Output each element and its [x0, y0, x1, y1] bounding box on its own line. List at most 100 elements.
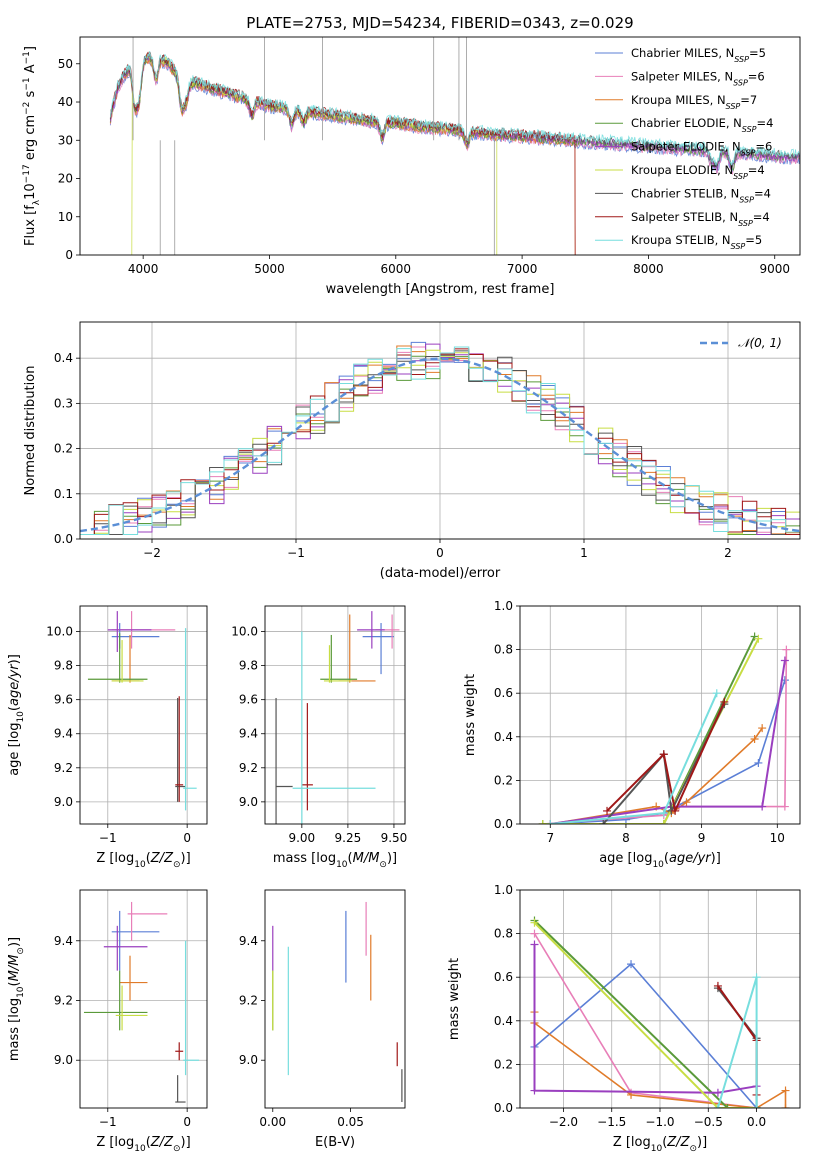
weight-line-kroupa-stelib	[550, 692, 718, 824]
y-tick-label: 0.8	[494, 643, 513, 657]
x-tick-label: 9000	[759, 262, 790, 276]
y-tick-label: 0.8	[494, 927, 513, 941]
x-axis-label: mass [log10(M/M⊙)]	[273, 851, 397, 870]
metallicity-massweight-panel: −2.0 −1.5 −1.0 −0.5 0.0 0.0 0.2 0.4 0.6 0.8 1.0 Z […	[447, 883, 801, 1154]
spectrum-line-salpeter-stelib	[109, 51, 576, 255]
weight-marker	[659, 820, 668, 824]
weight-marker	[752, 1104, 761, 1108]
y-tick-label: 0.4	[494, 730, 513, 744]
y-tick-label: 20	[58, 172, 73, 186]
weight-line-salpeter-elodie	[550, 660, 786, 824]
legend-label: Salpeter MILES, NSSP=6	[631, 69, 765, 87]
y-tick-label: 0.2	[494, 1057, 513, 1071]
x-tick-label: −1	[99, 1115, 117, 1129]
x-tick-label: 0.05	[337, 1115, 364, 1129]
weight-marker	[530, 929, 539, 938]
y-axis-label: mass [log10(M/M⊙)]	[7, 937, 26, 1061]
plot-area	[275, 611, 400, 824]
weight-marker	[723, 1104, 732, 1108]
weight-marker	[627, 960, 636, 969]
x-axis-label: wavelength [Angstrom, rest frame]	[326, 282, 555, 297]
weight-marker	[754, 634, 763, 643]
x-tick-label: 5000	[254, 262, 285, 276]
y-tick-label: 9.2	[54, 993, 73, 1007]
axes-frame	[264, 605, 406, 825]
y-axis-label: Flux [fλ10−17 erg cm−2 s−1 A−1]	[22, 46, 42, 246]
plot-area	[80, 341, 800, 539]
x-tick-label: −2.0	[549, 1115, 578, 1129]
x-tick-label: 7	[546, 831, 554, 845]
histogram-kroupa-stelib	[80, 346, 800, 539]
legend-label: Chabrier STELIB, NSSP=4	[631, 186, 771, 204]
spectrum-line-kroupa-elodie	[131, 53, 498, 255]
x-tick-label: 8000	[633, 262, 664, 276]
mass-age-panel: 9.00 9.25 9.50 9.0 9.2 9.4 9.6 9.8 10.0 mass [log…	[231, 605, 408, 870]
y-tick-label: 9.2	[239, 993, 258, 1007]
x-tick-label: 9.25	[335, 831, 362, 845]
y-tick-label: 0.2	[494, 773, 513, 787]
y-tick-label: 50	[58, 57, 73, 71]
y-axis-label: mass weight	[463, 674, 478, 756]
weight-marker	[712, 689, 721, 698]
y-tick-label: 9.0	[54, 795, 73, 809]
age-massweight-panel: 7 8 9 10 0.0 0.2 0.4 0.6 0.8 1.0 age [log10(age/yr…	[463, 599, 801, 870]
weight-line-kroupa-elodie	[542, 638, 760, 824]
y-axis-label: mass weight	[447, 958, 462, 1040]
x-axis-label: age [log10(age/yr)]	[599, 851, 721, 870]
weight-marker	[603, 806, 612, 815]
y-tick-label: 0.0	[54, 532, 73, 546]
x-tick-label: 2	[724, 546, 732, 560]
weight-marker	[782, 645, 791, 654]
weight-marker	[754, 758, 763, 767]
plot-area	[109, 37, 800, 255]
metallicity-age-panel: −1 0 9.0 9.2 9.4 9.6 9.8 10.0 Z [log10(Z/Z⊙)] age…	[7, 605, 208, 870]
weight-marker	[682, 798, 691, 807]
weight-line-salpeter-stelib	[606, 701, 726, 815]
y-tick-label: 0.6	[494, 970, 513, 984]
weight-marker	[713, 981, 722, 990]
x-tick-label: 0.00	[259, 1115, 286, 1129]
weight-line-kroupa-miles	[550, 727, 763, 824]
axes-frame	[79, 36, 801, 256]
normal-curve	[80, 357, 800, 533]
spectrum-panel: 4000 5000 6000 7000 8000 9000 0 10 20 30 40 50 wavel…	[22, 36, 801, 297]
x-tick-label: 9	[698, 831, 706, 845]
x-tick-label: 8	[622, 831, 630, 845]
y-tick-label: 0.0	[494, 1101, 513, 1115]
legend-label: Chabrier ELODIE, NSSP=4	[631, 116, 773, 134]
axes-frame	[264, 889, 406, 1109]
weight-marker	[546, 820, 555, 824]
legend-label: 𝒩(0, 1)	[738, 336, 782, 350]
y-tick-label: 9.4	[239, 934, 258, 948]
x-tick-label: 9.00	[288, 831, 315, 845]
x-tick-label: 7000	[507, 262, 538, 276]
legend-label: Kroupa STELIB, NSSP=5	[631, 233, 762, 251]
y-tick-label: 1.0	[494, 883, 513, 897]
y-tick-label: 10.0	[231, 625, 258, 639]
weight-marker	[659, 750, 668, 759]
y-tick-label: 0.6	[494, 686, 513, 700]
legend-label: Kroupa MILES, NSSP=7	[631, 93, 757, 111]
weight-marker	[530, 1086, 539, 1095]
x-tick-label: 6000	[381, 262, 412, 276]
weight-marker	[750, 734, 759, 743]
y-tick-label: 9.8	[239, 659, 258, 673]
y-tick-label: 30	[58, 133, 73, 147]
x-tick-label: −1.0	[645, 1115, 674, 1129]
weight-marker	[530, 918, 539, 927]
weight-marker	[781, 1086, 790, 1095]
weight-marker	[659, 809, 668, 818]
figure-title: PLATE=2753, MJD=54234, FIBERID=0343, z=0…	[246, 14, 633, 32]
x-axis-label: Z [log10(Z/Z⊙)]	[613, 1135, 707, 1154]
y-tick-label: 9.6	[239, 693, 258, 707]
legend-label: Salpeter STELIB, NSSP=4	[631, 210, 770, 228]
x-tick-label: −0.5	[694, 1115, 723, 1129]
y-tick-label: 9.4	[54, 934, 73, 948]
y-tick-label: 10	[58, 210, 73, 224]
weight-marker	[758, 802, 767, 811]
spectrum-line-kroupa-miles	[109, 58, 576, 255]
plot-area	[87, 611, 197, 811]
x-tick-label: 9.50	[381, 831, 408, 845]
weight-marker	[671, 806, 680, 815]
